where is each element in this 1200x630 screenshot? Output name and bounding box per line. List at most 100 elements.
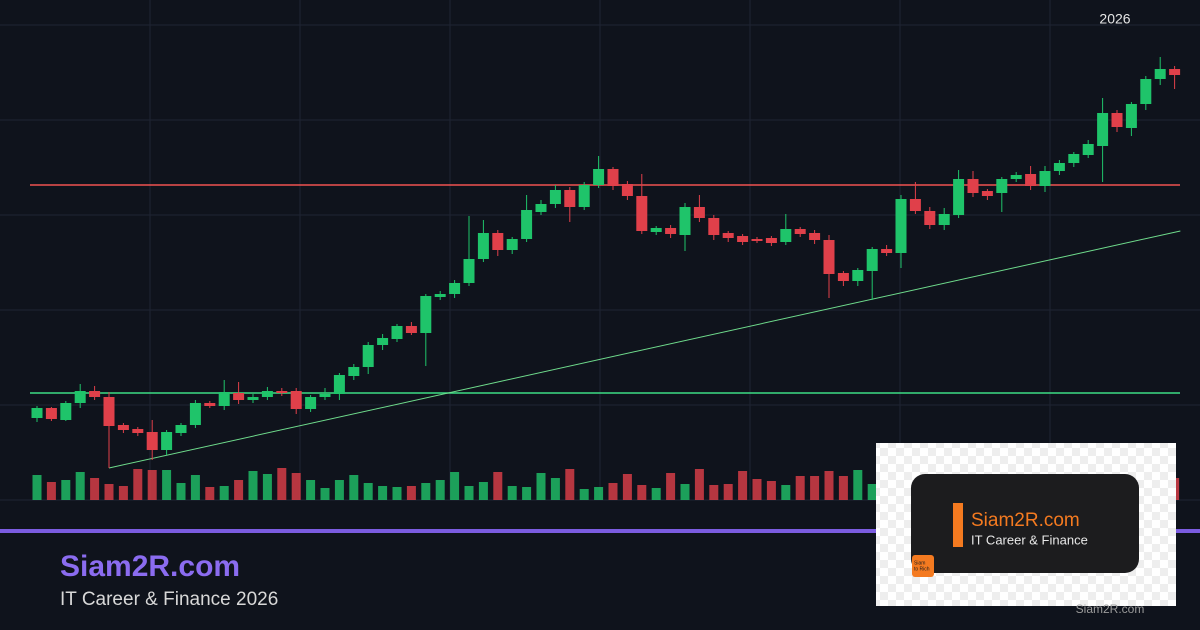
candle-body [161,432,173,450]
volume-bar [622,474,632,500]
candle-body [1082,144,1094,155]
candle-body [938,214,950,225]
candle-body [621,184,633,196]
candle-body [549,190,561,204]
volume-bar [752,479,762,500]
volume-bar [680,484,690,500]
volume-bar [637,485,647,500]
logo-card: Siam2R.com IT Career & Finance Siam to R… [876,443,1176,606]
candle-body [607,169,619,186]
volume-bar [190,475,200,500]
brand-subtitle: IT Career & Finance 2026 [60,589,278,610]
candle-body [593,169,605,185]
candle-body [175,425,187,433]
candle-body [679,207,691,235]
candle-body [1068,154,1080,163]
candle-body [895,199,907,253]
grid [0,0,1200,501]
candle-body [477,233,489,259]
volume-bar [334,480,344,500]
volume-bar [176,483,186,500]
volume-bar [579,489,589,500]
logo-bar [953,503,963,547]
candle-body [377,338,389,345]
volume-bar [392,487,402,500]
candle-body [434,294,446,297]
volume-bar [320,488,330,500]
volume-bar [219,486,229,500]
candle-body [391,326,403,339]
candle-body [578,185,590,207]
volume-bar [435,480,445,500]
volume-bar [522,487,532,500]
candle-body [74,391,86,403]
candle-body [1111,113,1123,127]
brand-title: Siam2R.com [60,550,240,583]
volume-bar [478,482,488,500]
candle-body [636,196,648,231]
volume-bar [205,487,215,500]
volume-bar [133,469,143,500]
badge-text: to Rich [914,566,930,572]
candle-body [1125,104,1137,128]
candle-body [1097,113,1109,146]
candle-body [521,210,533,239]
candle-body [60,403,72,420]
candle-body [852,270,864,281]
volume-bar [766,481,776,500]
volume-bar [378,486,388,500]
candle-body [204,403,216,406]
volume-bar [536,473,546,500]
candle-body [650,228,662,232]
volume-bar [277,468,287,500]
volume-bar [75,472,85,500]
candle-body [146,432,158,450]
candle-body [1025,174,1037,186]
volume-bar [421,483,431,500]
candle-body [967,179,979,193]
logo-title: Siam2R.com [971,510,1080,531]
volume-bar [147,470,157,500]
candle-body [765,238,777,243]
volume-bar [867,484,877,500]
candle-body [463,259,475,283]
candle-body [305,397,317,409]
volume-bar [795,476,805,500]
watermark: Siam2R.com [1076,602,1145,616]
candle-body [405,326,417,333]
candle-body [218,392,230,406]
volume-bar [291,473,301,500]
candle-body [981,191,993,196]
volume-bar [104,484,114,500]
candle-body [103,397,115,426]
volume-bar [608,483,618,500]
candle-body [89,391,101,397]
badge-text: Siam [914,560,925,566]
divider [0,529,1200,533]
candle-body [665,228,677,234]
candle-body [420,296,432,333]
volume-bar [363,483,373,500]
candle-body [276,391,288,393]
candle-body [780,229,792,242]
candle-body [1039,171,1051,186]
candle-body [449,283,461,294]
candle-body [261,391,273,397]
candle-body [708,218,720,235]
volume-bar [248,471,258,500]
volume-bar [306,480,316,500]
trendline [108,230,1181,469]
volume-bar [810,476,820,500]
volume-bar [46,482,56,500]
candle-body [31,408,43,418]
candle-body [1140,79,1152,104]
candle-body [881,249,893,253]
volume-bar [118,486,128,500]
candle-body [117,425,129,430]
candle-body [809,233,821,240]
candle-body [953,179,965,215]
volume-bar [32,475,42,500]
volume-bar [594,487,604,500]
candle-body [535,204,547,212]
year-label: 2026 [1099,11,1130,27]
